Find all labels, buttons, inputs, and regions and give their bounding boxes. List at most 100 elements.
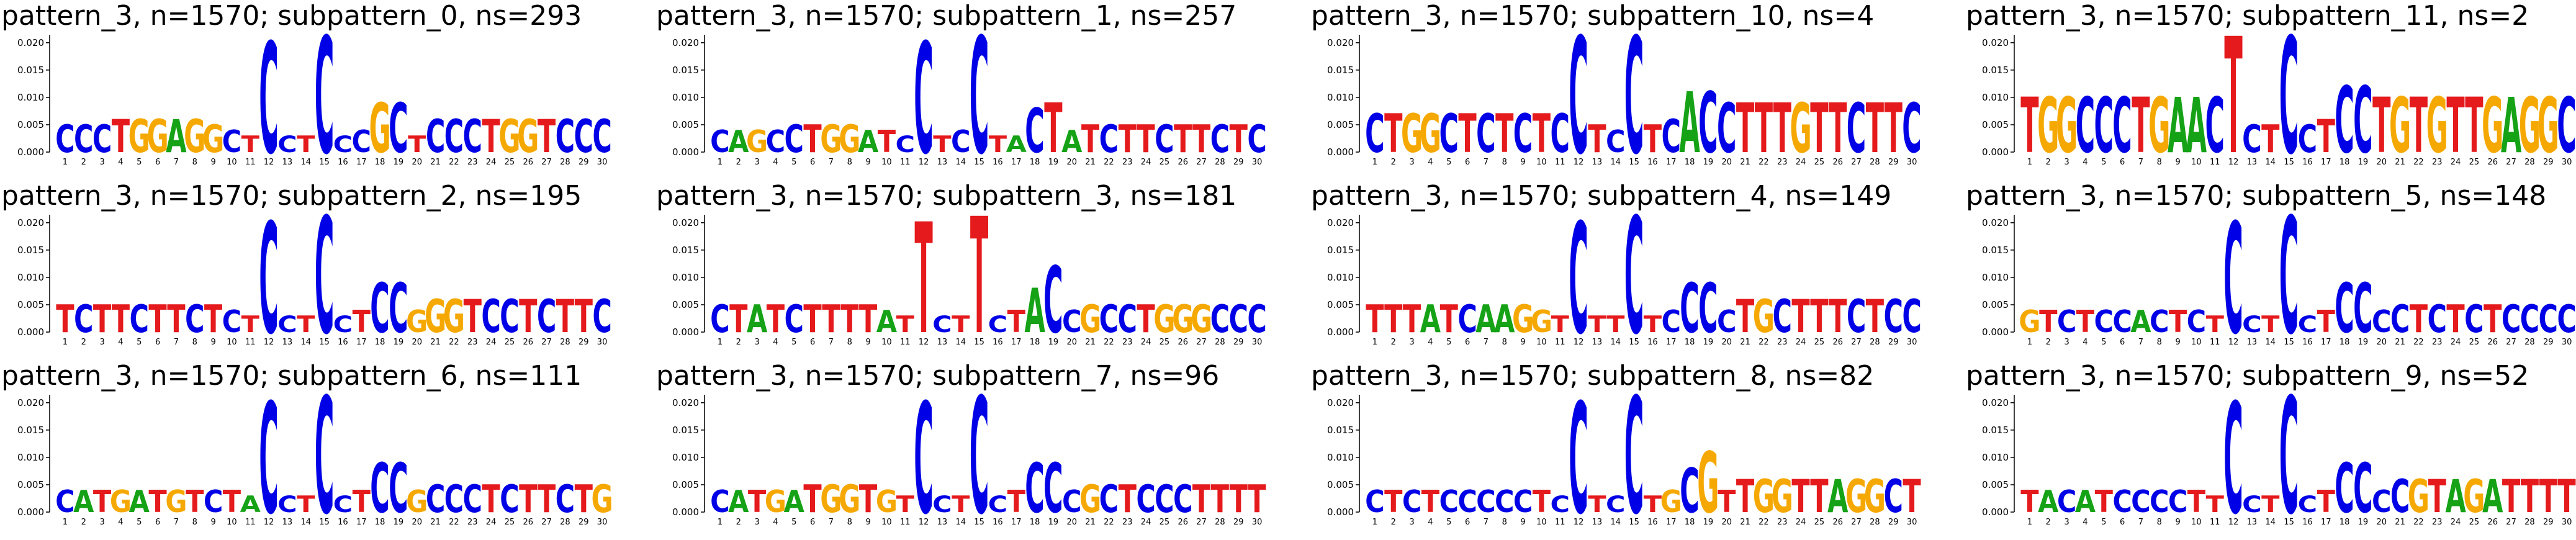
x-tick-label: 1 — [2027, 338, 2032, 347]
x-tick-label: 24 — [1796, 338, 1806, 347]
x-tick-label: 7 — [174, 158, 179, 167]
logo-letter: T — [2261, 312, 2280, 338]
logo-letter: C — [222, 124, 242, 159]
x-tick-label: 21 — [1085, 518, 1096, 527]
x-tick-label: 15 — [2284, 338, 2294, 347]
x-tick-label: 29 — [1233, 158, 1244, 167]
logo-letter: C — [1136, 477, 1156, 521]
x-tick-label: 28 — [1215, 338, 1225, 347]
x-tick-label: 8 — [1502, 518, 1507, 527]
logo-letter: C — [1365, 484, 1385, 519]
logo-letter: T — [2224, 5, 2242, 190]
x-tick-label: 20 — [2376, 158, 2387, 167]
x-tick-label: 29 — [1233, 338, 1244, 347]
logo-letter: C — [1717, 88, 1737, 168]
logo-letter: T — [2557, 470, 2575, 523]
logo-letter: C — [2298, 492, 2318, 518]
logo-letter: C — [2390, 470, 2410, 523]
x-tick-label: 5 — [2101, 158, 2106, 167]
x-tick-label: 13 — [2247, 338, 2258, 347]
x-tick-label: 12 — [2228, 158, 2239, 167]
logo-letter: T — [1829, 88, 1847, 168]
logo-letter: T — [1866, 290, 1884, 343]
logo-letter: G — [2538, 82, 2559, 171]
logo-letter: T — [896, 312, 915, 338]
x-tick-label: 7 — [2138, 518, 2143, 527]
x-tick-label: 27 — [1196, 518, 1207, 527]
logo-letter: A — [1006, 132, 1027, 158]
x-tick-label: 28 — [1215, 158, 1225, 167]
logo-letter: T — [2410, 82, 2428, 171]
x-tick-label: 22 — [2413, 338, 2424, 347]
x-tick-label: 30 — [597, 518, 608, 527]
x-tick-label: 4 — [773, 338, 778, 347]
x-tick-label: 26 — [2487, 158, 2498, 167]
x-tick-label: 20 — [1721, 518, 1732, 527]
logo-letter: T — [1007, 484, 1026, 519]
x-tick-label: 23 — [2432, 338, 2443, 347]
x-tick-label: 20 — [412, 158, 422, 167]
logo-letter: T — [297, 132, 315, 158]
logo-letter: T — [408, 132, 426, 158]
panel-title: pattern_3, n=1570; subpattern_10, ns=4 — [1311, 0, 1875, 32]
x-tick-label: 23 — [1122, 518, 1133, 527]
x-tick-label: 23 — [2432, 158, 2443, 167]
y-tick-label: 0.000 — [17, 146, 44, 158]
logo-letter: C — [1883, 290, 1903, 343]
x-tick-label: 17 — [356, 338, 367, 347]
x-tick-label: 29 — [1888, 338, 1899, 347]
x-tick-label: 30 — [2562, 158, 2572, 167]
logo-panel: pattern_3, n=1570; subpattern_6, ns=111 0… — [0, 360, 639, 540]
logo-letter: C — [222, 304, 242, 339]
logo-letter: C — [129, 297, 149, 341]
x-tick-label: 15 — [319, 518, 330, 527]
x-tick-label: 17 — [1666, 338, 1677, 347]
x-tick-label: 18 — [1030, 158, 1040, 167]
x-tick-label: 2 — [736, 518, 741, 527]
logo-letter: C — [1883, 470, 1903, 523]
logo-letter: T — [1644, 117, 1662, 161]
logo-letter: G — [2463, 470, 2485, 523]
logo-letter: C — [1661, 110, 1681, 163]
logo-letter: T — [2132, 82, 2150, 171]
x-tick-label: 7 — [2138, 338, 2143, 347]
x-tick-label: 17 — [1011, 158, 1022, 167]
logo-letter: C — [315, 185, 335, 370]
logo-letter: C — [55, 484, 75, 519]
x-tick-label: 1 — [63, 158, 68, 167]
logo-letter: G — [1512, 297, 1534, 341]
x-tick-label: 14 — [2265, 338, 2276, 347]
logo-letter: C — [766, 124, 786, 159]
x-tick-label: 24 — [1796, 518, 1806, 527]
logo-letter: C — [2242, 492, 2262, 518]
logo-letter: C — [1025, 96, 1045, 166]
logo-letter: C — [389, 88, 408, 168]
logo-panel: pattern_3, n=1570; subpattern_1, ns=257 0… — [655, 0, 1294, 190]
logo-letter: T — [2261, 117, 2279, 161]
x-tick-label: 8 — [192, 158, 197, 167]
logo-letter: C — [1457, 484, 1477, 519]
x-tick-label: 30 — [1252, 518, 1263, 527]
logo-letter: G — [1079, 477, 1101, 521]
logo-letter: A — [2130, 304, 2151, 339]
logo-letter: T — [2465, 82, 2484, 171]
x-tick-label: 13 — [1592, 158, 1603, 167]
logo-letter: G — [2408, 470, 2430, 523]
logo-letter: A — [129, 484, 150, 519]
x-tick-label: 21 — [1085, 338, 1096, 347]
logo-letter: C — [2502, 297, 2521, 341]
x-tick-label: 28 — [2524, 338, 2535, 347]
x-tick-label: 21 — [430, 338, 441, 347]
y-tick-label: 0.005 — [1327, 119, 1354, 130]
x-tick-label: 9 — [865, 518, 870, 527]
x-tick-label: 17 — [2321, 518, 2331, 527]
x-tick-label: 12 — [2228, 518, 2239, 527]
x-tick-label: 8 — [1502, 158, 1507, 167]
sequence-logo-chart: 0.0000.0050.0100.0150.020T1A2C3A4T5C6C7C… — [1982, 365, 2576, 540]
x-tick-label: 29 — [2543, 338, 2554, 347]
logo-letter: C — [2557, 297, 2576, 341]
x-tick-label: 26 — [1832, 338, 1843, 347]
logo-letter: T — [353, 484, 371, 519]
logo-letter: T — [2317, 484, 2336, 519]
x-tick-label: 29 — [1888, 158, 1899, 167]
